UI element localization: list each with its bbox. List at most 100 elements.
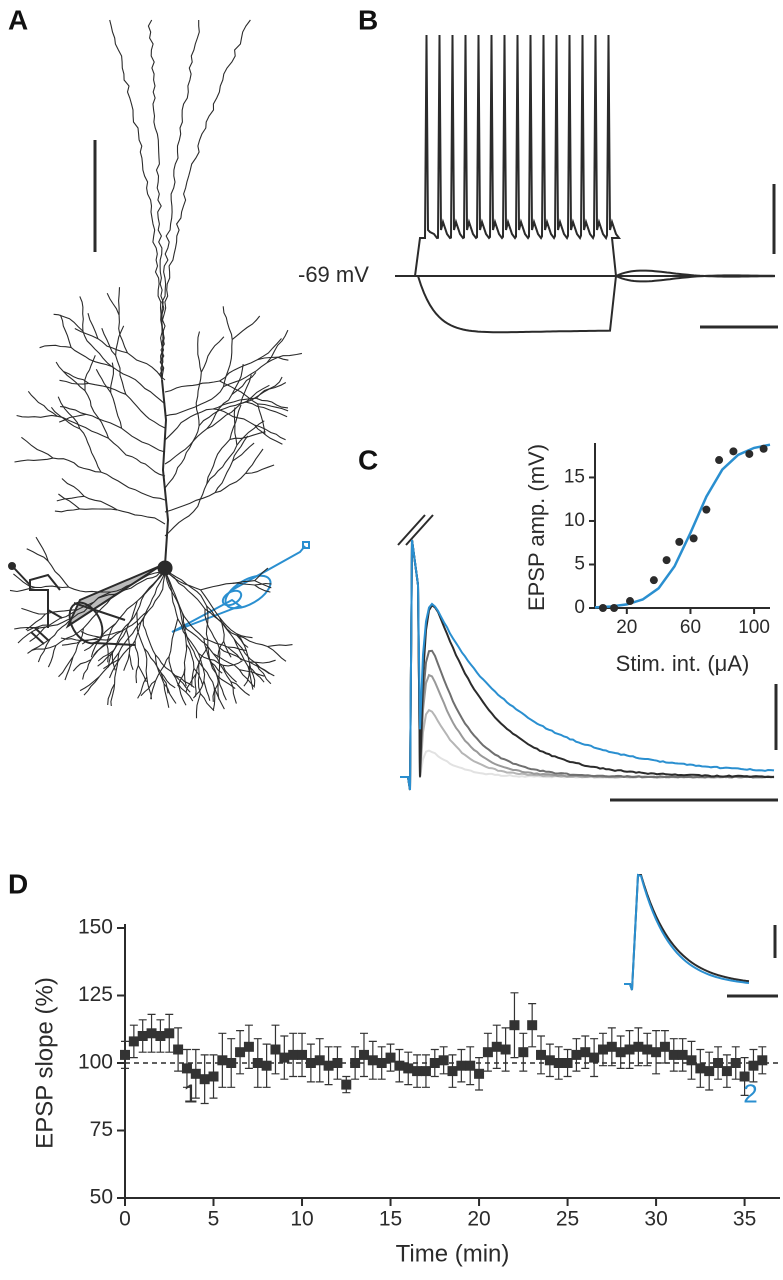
dendrite (164, 425, 200, 489)
data-point (323, 1060, 334, 1071)
y-tick-label: 15 (564, 466, 585, 487)
annotation: 2 (743, 1078, 757, 1108)
dendrite (257, 338, 282, 361)
dendrite (236, 633, 249, 648)
dendrite (107, 683, 116, 706)
dendrite (254, 582, 272, 586)
dendrite (57, 415, 109, 439)
data-point (527, 1020, 538, 1031)
dendrite (238, 669, 256, 688)
data-point (305, 1058, 316, 1068)
data-point (420, 1066, 431, 1077)
x-tick-label: 30 (644, 1208, 667, 1231)
dendrite (79, 296, 84, 332)
data-point (412, 1066, 423, 1077)
dendrite (110, 569, 166, 593)
data-point (358, 1049, 369, 1060)
x-tick-label: 0 (119, 1208, 131, 1231)
x-tick-label: 20 (467, 1208, 490, 1231)
x-tick-label: 20 (616, 617, 637, 638)
dendrite (233, 638, 249, 667)
data-point (208, 1071, 219, 1082)
dendrite (85, 413, 122, 429)
dendrite (125, 629, 131, 654)
data-point (689, 534, 698, 543)
dendrite (27, 638, 51, 654)
fit-line (594, 443, 771, 609)
dendrite (206, 403, 241, 430)
x-tick-label: 100 (738, 617, 770, 638)
dendrite (239, 669, 265, 677)
data-point (610, 604, 619, 612)
dendrite (118, 287, 121, 316)
dendrite (203, 637, 228, 648)
dendrite (243, 664, 251, 687)
dendrite (27, 390, 58, 417)
dendrite (35, 536, 49, 562)
data-point (465, 1060, 476, 1071)
dendrite (98, 623, 117, 642)
dendrite (185, 643, 195, 669)
dendrite (245, 382, 287, 403)
dendrite (58, 656, 74, 678)
epsp-trace (624, 874, 750, 991)
dendrite (47, 645, 57, 668)
dendrite (175, 675, 195, 689)
x-tick-label: 60 (680, 617, 701, 638)
dendrite (212, 408, 255, 426)
data-point (403, 1063, 414, 1074)
dendrite (97, 338, 128, 354)
data-point (702, 505, 711, 514)
dendrite (230, 681, 250, 696)
dendrite (52, 457, 102, 473)
apical-branch (159, 20, 200, 381)
dendrite (146, 676, 153, 700)
dendrite (84, 390, 110, 439)
dendrite (136, 569, 166, 613)
dendrite (254, 424, 283, 445)
dendrite (164, 386, 224, 417)
dendrite (200, 582, 233, 591)
dendrite (68, 586, 111, 593)
dendrite (106, 643, 109, 663)
dendrite (230, 681, 237, 704)
data-point (659, 1041, 670, 1052)
dendrite (191, 668, 195, 687)
voltage-trace (414, 34, 776, 278)
data-point (759, 444, 768, 453)
data-point (438, 1055, 449, 1066)
dendrite (256, 397, 289, 409)
dendrite (197, 661, 201, 694)
data-point (675, 537, 684, 546)
dendrite (204, 608, 235, 640)
data-point (704, 1066, 715, 1077)
data-point (120, 1049, 130, 1060)
data-point (536, 1049, 547, 1060)
y-tick-label: 0 (574, 597, 585, 618)
dendrite (257, 356, 289, 361)
dendrite (195, 372, 202, 426)
dendrite (181, 612, 205, 639)
axis-break (397, 514, 434, 546)
data-point (456, 1060, 467, 1071)
dendrite (257, 403, 266, 435)
data-point (729, 447, 738, 456)
scale-bars (93, 140, 778, 998)
data-point (757, 1055, 768, 1066)
dendrite (194, 673, 197, 697)
dendrite (231, 364, 244, 395)
dendrite (128, 653, 134, 670)
dendrite (61, 640, 82, 646)
y-tick-label: 50 (90, 1186, 113, 1209)
dendrite (245, 464, 275, 474)
dendrite (177, 682, 194, 702)
dendrite (205, 605, 209, 646)
data-point (715, 456, 724, 465)
data-point (181, 1063, 192, 1074)
dendrite (79, 676, 100, 692)
data-point (562, 1058, 573, 1068)
data-point (164, 1028, 175, 1039)
dendrite (63, 370, 90, 384)
dendrite (222, 306, 233, 340)
dendrite (227, 646, 242, 661)
